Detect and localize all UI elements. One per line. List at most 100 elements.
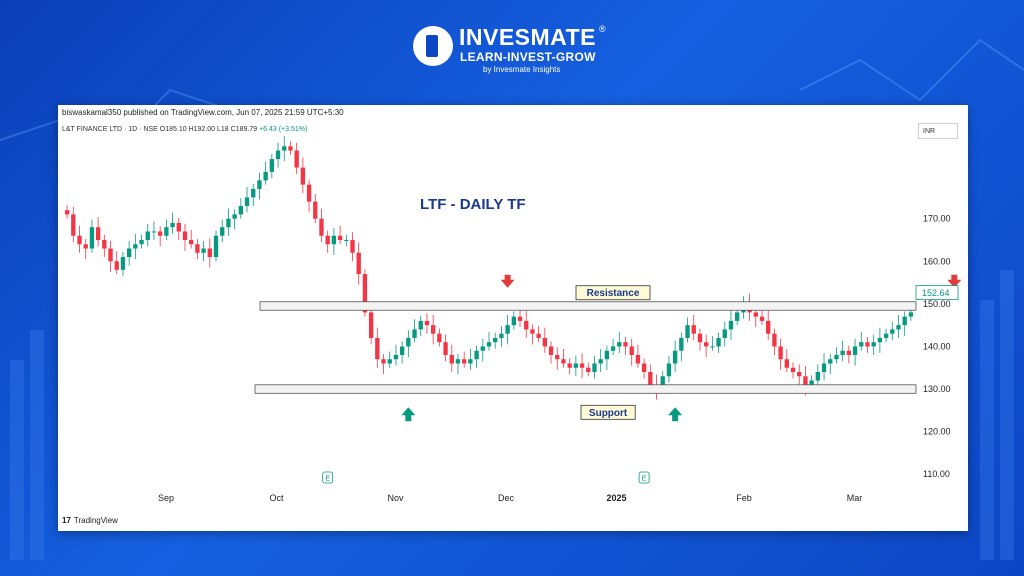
candle-body — [735, 312, 740, 321]
candle-body — [443, 342, 448, 355]
y-tick-label: 160.00 — [923, 256, 951, 266]
candle-body — [766, 320, 771, 334]
candle-body — [139, 239, 144, 245]
x-tick-label: Oct — [269, 493, 284, 503]
candle-body — [300, 167, 306, 185]
candle-body — [778, 346, 783, 360]
zone-label-box — [575, 285, 651, 301]
resistance-label: Resistance — [587, 288, 640, 299]
candle-body — [282, 146, 287, 151]
candle-body — [883, 333, 889, 338]
candle-body — [784, 359, 789, 368]
candle-body — [102, 239, 107, 249]
candle-body — [337, 235, 343, 240]
candle-body — [393, 354, 399, 360]
candle-body — [797, 372, 802, 377]
tradingview-label: TradingView — [73, 516, 118, 525]
candle-body — [511, 316, 516, 326]
candle-body — [455, 359, 461, 364]
candle-body — [567, 363, 572, 368]
candle-body — [579, 363, 585, 368]
candle-body — [660, 376, 665, 390]
candle-body — [877, 337, 883, 343]
earnings-marker-label: E — [642, 476, 647, 483]
earnings-marker — [638, 471, 650, 484]
candle-body — [449, 354, 454, 364]
x-tick-label: Dec — [498, 493, 515, 503]
support-up-arrow — [401, 407, 416, 422]
candle-body — [244, 197, 250, 206]
candle-body — [679, 337, 684, 351]
candle-body — [598, 359, 603, 364]
candle-body — [430, 325, 436, 334]
candle-body — [226, 218, 231, 228]
candle-body — [840, 350, 845, 355]
candle-body — [530, 329, 535, 334]
candle-body — [821, 363, 827, 373]
candle-body — [828, 359, 833, 364]
candle-body — [474, 350, 479, 360]
candle-body — [890, 329, 895, 334]
candle-body — [517, 316, 523, 321]
candle-body — [238, 205, 243, 215]
candle-body — [399, 346, 405, 355]
candle-body — [610, 346, 616, 351]
candle-body — [313, 201, 318, 219]
candle-body — [462, 359, 467, 364]
candle-body — [468, 359, 473, 364]
candle-body — [189, 239, 194, 245]
candle-body — [195, 244, 200, 253]
candle-body — [815, 372, 821, 381]
brand-name: INVESMATE — [459, 24, 596, 50]
candle-body — [710, 346, 715, 348]
candle-body — [412, 329, 417, 338]
candle-body — [728, 320, 734, 330]
candle-body — [716, 337, 721, 347]
x-tick-label: Sep — [158, 493, 174, 503]
candle-body — [381, 359, 386, 364]
candle-body — [269, 159, 275, 172]
candle-body — [852, 346, 858, 355]
y-tick-label: 150.00 — [923, 299, 951, 309]
candle-body — [604, 350, 610, 360]
brand-tagline: LEARN-INVEST-GROW — [460, 50, 596, 64]
y-tick-label: 120.00 — [923, 427, 951, 437]
candle-body — [356, 252, 361, 275]
candle-body — [170, 222, 175, 228]
candle-body — [685, 325, 690, 338]
candle-body — [703, 342, 709, 347]
candle-body — [623, 342, 628, 347]
candle-body — [182, 231, 188, 240]
tradingview-icon: 17 — [62, 516, 71, 525]
candle-body — [524, 320, 529, 330]
candle-body — [83, 244, 88, 249]
candle-body — [499, 333, 504, 338]
candle-body — [344, 239, 349, 241]
brand-byline: by Invesmate Insights — [483, 65, 561, 74]
candle-body — [666, 363, 672, 377]
candle-body — [586, 367, 591, 373]
candle-body — [257, 180, 262, 189]
candle-body — [331, 235, 337, 245]
candle-body — [362, 274, 368, 313]
published-info: biswaskamal350 published on TradingView.… — [62, 108, 344, 117]
earnings-marker-label: E — [325, 476, 330, 483]
y-tick-label: 140.00 — [923, 341, 951, 351]
candle-body — [902, 316, 907, 326]
candle-body — [288, 146, 293, 151]
candle-body — [896, 325, 901, 330]
candle-body — [108, 248, 113, 262]
candle-body — [151, 231, 157, 233]
tradingview-logo: 17 TradingView — [62, 516, 118, 525]
candle-body — [406, 337, 411, 347]
chart-title: LTF - DAILY TF — [420, 196, 526, 213]
candle-body — [418, 320, 423, 330]
candle-body — [89, 227, 95, 249]
candle-body — [319, 218, 324, 236]
candle-body — [350, 239, 355, 253]
support-zone — [254, 384, 917, 394]
candle-body — [133, 244, 138, 249]
ohlc-low: L18 — [217, 126, 229, 133]
zone-label-box — [580, 404, 636, 420]
currency-selector[interactable]: INR — [918, 123, 958, 139]
